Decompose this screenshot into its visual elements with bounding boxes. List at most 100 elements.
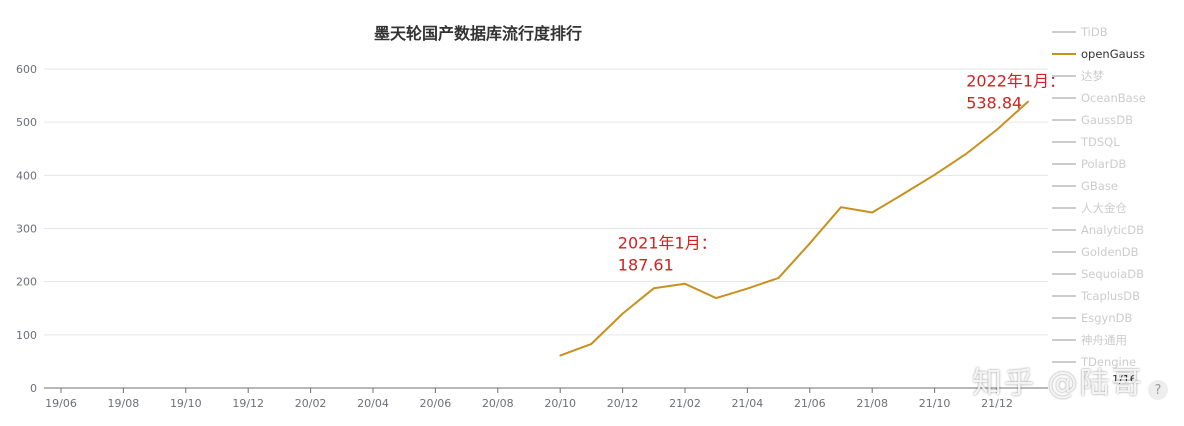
chart-title: 墨天轮国产数据库流行度排行 [374, 24, 582, 43]
data-point [809, 242, 811, 245]
x-tick-label: 21/08 [856, 397, 888, 410]
x-tick-label: 20/12 [607, 397, 639, 410]
legend-swatch [1052, 141, 1076, 143]
y-tick-label: 200 [16, 276, 37, 289]
legend-pager[interactable]: 1/16 [1112, 373, 1137, 386]
data-point [559, 354, 561, 357]
data-point [715, 297, 717, 299]
series-layer [559, 100, 1029, 357]
data-point [1027, 100, 1029, 103]
x-tick-label: 21/02 [669, 397, 701, 410]
legend-label: 达梦 [1081, 69, 1104, 83]
x-tick-label: 20/10 [544, 397, 576, 410]
legend-item[interactable]: OceanBase [1052, 87, 1182, 109]
legend-swatch [1052, 361, 1076, 363]
legend-item[interactable]: GoldenDB [1052, 241, 1182, 263]
data-point [871, 211, 873, 214]
legend-label: GoldenDB [1081, 245, 1139, 259]
legend: TiDB openGauss 达梦 OceanBase GaussDB TDSQL Pola… [1052, 21, 1182, 387]
legend-item[interactable]: PolarDB [1052, 153, 1182, 175]
x-tick-label: 21/04 [732, 397, 764, 410]
x-tick-label: 20/08 [482, 397, 514, 410]
legend-swatch [1052, 207, 1076, 209]
y-tick-label: 400 [16, 169, 37, 182]
legend-label: PolarDB [1081, 157, 1127, 171]
data-point [996, 128, 998, 131]
data-point [684, 282, 686, 285]
legend-swatch [1052, 75, 1076, 77]
data-point [902, 193, 905, 195]
data-point [653, 287, 655, 290]
legend-item[interactable]: TDengine [1052, 351, 1182, 373]
legend-swatch [1052, 119, 1076, 121]
legend-label: openGauss [1081, 47, 1145, 61]
legend-swatch [1052, 53, 1076, 55]
x-tick-label: 19/06 [45, 397, 77, 410]
series-line-openGauss [559, 100, 1029, 357]
data-point [840, 206, 842, 209]
legend-swatch [1052, 163, 1076, 165]
legend-swatch [1052, 97, 1076, 99]
watermark: 知乎 @陆哥 [972, 366, 1144, 401]
x-tick-label: 20/06 [420, 397, 452, 410]
y-tick-label: 600 [16, 63, 37, 76]
y-tick-label: 0 [30, 382, 37, 395]
legend-label: OceanBase [1081, 91, 1146, 105]
y-tick-label: 500 [16, 116, 37, 129]
legend-swatch [1052, 229, 1076, 231]
legend-label: 人大金仓 [1081, 201, 1127, 215]
legend-item[interactable]: TiDB [1052, 21, 1182, 43]
legend-item[interactable]: 神舟通用 [1052, 329, 1182, 351]
legend-swatch [1052, 317, 1076, 319]
legend-swatch [1052, 31, 1076, 33]
legend-label: TDSQL [1081, 135, 1120, 149]
x-tick-label: 19/10 [170, 397, 202, 410]
legend-item[interactable]: GaussDB [1052, 109, 1182, 131]
x-tick-label: 21/10 [919, 397, 951, 410]
legend-label: GaussDB [1081, 113, 1133, 127]
data-point [621, 312, 624, 315]
axes: 0 100 200 300 400 500 600 19/06 19/08 19/10 19/12 2… [16, 63, 1048, 410]
x-tick-label: 19/08 [108, 397, 140, 410]
legend-item[interactable]: 人大金仓 [1052, 197, 1182, 219]
x-tick-label: 21/12 [981, 397, 1013, 410]
data-point [777, 277, 780, 279]
legend-item[interactable]: 达梦 [1052, 65, 1182, 87]
legend-swatch [1052, 339, 1076, 341]
data-point [965, 153, 967, 155]
legend-item[interactable]: EsgynDB [1052, 307, 1182, 329]
legend-label: TcaplusDB [1081, 289, 1140, 303]
legend-swatch [1052, 185, 1076, 187]
legend-item[interactable]: GBase [1052, 175, 1182, 197]
x-tick-label: 20/04 [357, 397, 389, 410]
data-point [590, 343, 593, 345]
legend-label: AnalyticDB [1081, 223, 1144, 237]
legend-item[interactable]: TcaplusDB [1052, 285, 1182, 307]
legend-swatch [1052, 251, 1076, 253]
legend-item[interactable]: openGauss [1052, 43, 1182, 65]
data-point [933, 174, 936, 176]
legend-label: EsgynDB [1081, 311, 1133, 325]
data-point [746, 287, 749, 290]
legend-label: GBase [1081, 179, 1118, 193]
legend-item[interactable]: SequoiaDB [1052, 263, 1182, 285]
annotation-date: 2022年1月： [966, 72, 1065, 91]
annotation-date: 2021年1月： [618, 233, 717, 252]
annotations: 2021年1月： 187.61 2022年1月： 538.84 [618, 72, 1065, 275]
x-tick-label: 21/06 [794, 397, 826, 410]
annotation-value: 187.61 [618, 255, 674, 274]
legend-swatch [1052, 295, 1076, 297]
x-tick-label: 20/02 [295, 397, 327, 410]
legend-label: TDengine [1081, 355, 1137, 369]
grid-lines [44, 68, 1048, 336]
help-icon[interactable]: ? [1148, 380, 1168, 400]
annotation-value: 538.84 [966, 94, 1022, 113]
legend-swatch [1052, 273, 1076, 275]
legend-item[interactable]: AnalyticDB [1052, 219, 1182, 241]
legend-label: SequoiaDB [1081, 267, 1144, 281]
x-tick-label: 19/12 [232, 397, 264, 410]
legend-label: 神舟通用 [1081, 333, 1127, 347]
legend-item[interactable]: TDSQL [1052, 131, 1182, 153]
y-tick-label: 100 [16, 329, 37, 342]
